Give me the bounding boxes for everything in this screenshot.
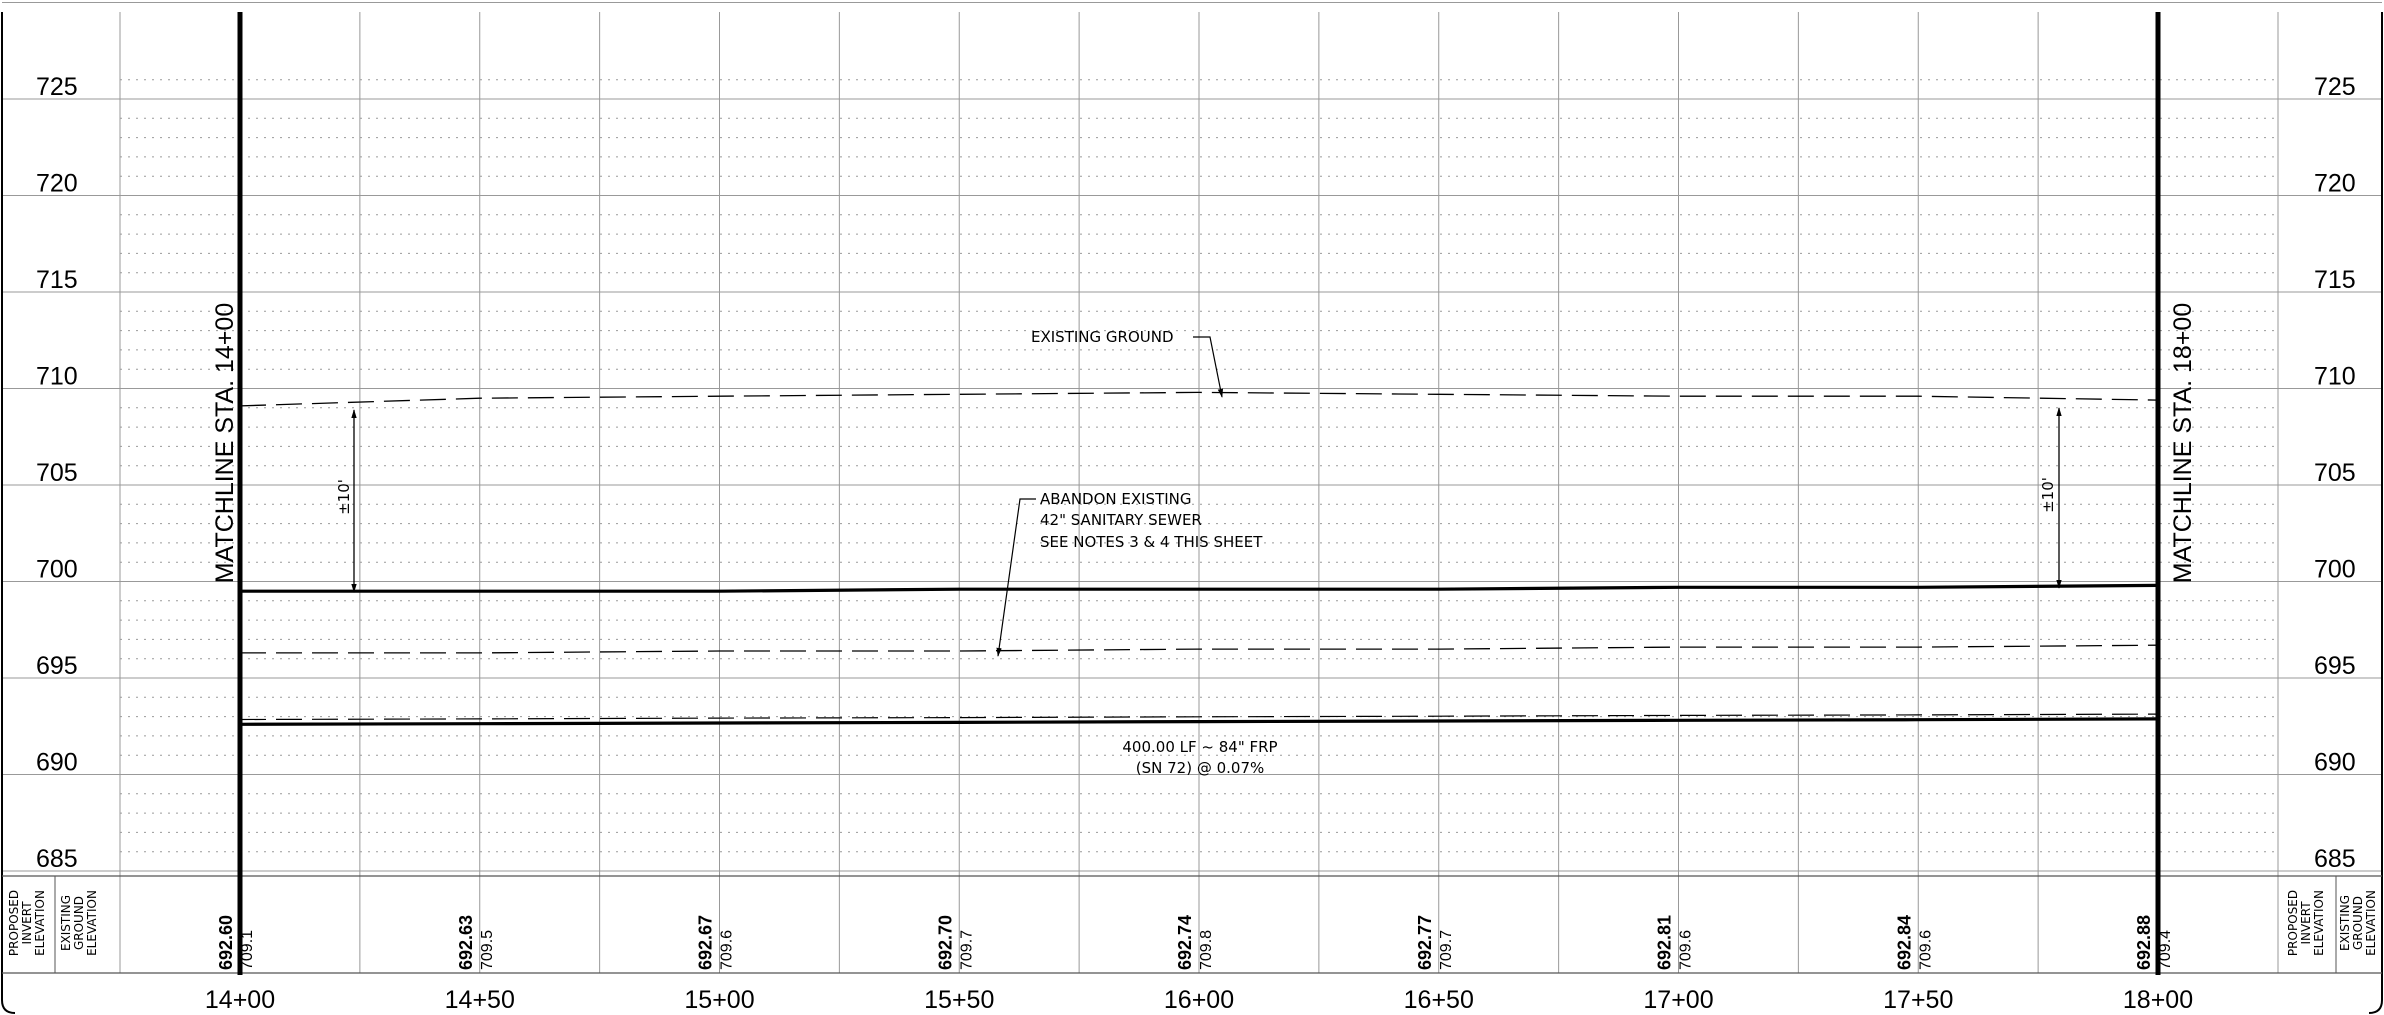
abandon-callout-line-3: SEE NOTES 3 & 4 THIS SHEET	[1040, 533, 1263, 551]
pipe-callout: 400.00 LF ~ 84" FRP (SN 72) @ 0.07%	[1122, 738, 1277, 777]
frame-corner-left	[1, 985, 16, 1014]
proposed-invert-value: 692.67	[696, 915, 716, 970]
station-label: 14+50	[445, 986, 515, 1014]
station-label: 17+50	[1883, 986, 1953, 1014]
proposed-invert-header-line-2: INVERT	[2299, 901, 2313, 945]
table-borders	[1, 12, 2383, 990]
station-label: 15+00	[684, 986, 754, 1014]
elevation-label: 700	[36, 556, 78, 584]
elevation-label: 705	[36, 459, 78, 487]
matchline-left-label: MATCHLINE STA. 14+00	[211, 303, 239, 583]
abandoned-sewer-line	[240, 644, 2159, 654]
proposed-invert-value: 692.63	[456, 915, 476, 970]
elevation-label: 710	[2314, 363, 2356, 391]
proposed-invert-value: 692.84	[1894, 915, 1914, 970]
existing-ground-header-line-2: GROUND	[2351, 896, 2365, 950]
elevation-label: 720	[2314, 170, 2356, 198]
station-label: 16+00	[1164, 986, 1234, 1014]
proposed-invert-line	[239, 717, 2159, 726]
row-headers-left: PROPOSED INVERT ELEVATION EXISTING GROUN…	[7, 890, 99, 956]
cover-dimension-right-label: ±10'	[2039, 477, 2057, 513]
proposed-invert-header-line-1: PROPOSED	[7, 890, 21, 956]
station-grid-lines	[119, 12, 2279, 973]
abandon-callout-line-2: 42" SANITARY SEWER	[1040, 511, 1202, 529]
existing-ground-value: 709.5	[479, 930, 496, 970]
elevation-label: 690	[2314, 749, 2356, 777]
matchline-right: MATCHLINE STA. 18+00	[2155, 12, 2197, 975]
elevation-labels-right: 725 720 715 710 705 700 695 690 685	[2314, 73, 2356, 873]
profile-lines	[239, 391, 2159, 726]
existing-ground-value: 709.1	[239, 930, 256, 970]
station-labels: 14+00 14+50 15+00 15+50 16+00 16+50 17+00 17+50…	[205, 986, 2193, 1014]
existing-ground-header-line-3: ELEVATION	[85, 890, 99, 956]
existing-ground-value: 709.7	[958, 930, 975, 970]
elevation-label: 715	[36, 266, 78, 294]
proposed-invert-value: 692.77	[1415, 915, 1435, 970]
station-label: 17+00	[1643, 986, 1713, 1014]
existing-ground-header-line-2: GROUND	[72, 896, 86, 950]
cover-dimension-left-label: ±10'	[335, 479, 353, 515]
row-headers-right: PROPOSED INVERT ELEVATION EXISTING GROUN…	[2286, 890, 2378, 956]
frame-corner-right	[2368, 985, 2383, 1014]
elevation-table-values: 692.60 709.1 692.63 709.5 692.67 709.6 692.70 7…	[216, 915, 2174, 970]
pipe-callout-line-2: (SN 72) @ 0.07%	[1136, 759, 1265, 777]
proposed-crown-line	[240, 583, 2159, 593]
proposed-pipe-inner-line	[239, 713, 2159, 721]
existing-ground-callout: EXISTING GROUND	[1031, 328, 1224, 398]
existing-ground-value: 709.6	[1917, 930, 1934, 970]
existing-ground-value: 709.6	[719, 930, 736, 970]
pipe-callout-line-1: 400.00 LF ~ 84" FRP	[1122, 738, 1277, 756]
abandon-callout-line-1: ABANDON EXISTING	[1040, 490, 1192, 508]
proposed-invert-value: 692.81	[1655, 915, 1675, 970]
elevation-label: 690	[36, 749, 78, 777]
elevation-label: 700	[2314, 556, 2356, 584]
station-label: 14+00	[205, 986, 275, 1014]
station-label: 18+00	[2123, 986, 2193, 1014]
proposed-invert-value: 692.88	[2134, 915, 2154, 970]
proposed-invert-header-line-1: PROPOSED	[2286, 890, 2300, 956]
elevation-label: 705	[2314, 459, 2356, 487]
elevation-label: 695	[2314, 652, 2356, 680]
abandon-sewer-callout: ABANDON EXISTING 42" SANITARY SEWER SEE …	[996, 490, 1263, 657]
cover-dimension-left: ±10'	[335, 409, 357, 593]
existing-ground-header-line-1: EXISTING	[2338, 895, 2352, 951]
existing-ground-value: 709.8	[1198, 930, 1215, 970]
proposed-invert-header-line-3: ELEVATION	[2312, 890, 2326, 956]
major-grid-lines	[2, 2, 2382, 872]
station-label: 15+50	[924, 986, 994, 1014]
proposed-invert-value: 692.60	[216, 915, 236, 970]
matchline-left: MATCHLINE STA. 14+00	[211, 12, 243, 975]
elevation-label: 725	[2314, 73, 2356, 101]
abandon-leader	[996, 498, 1036, 657]
elevation-label: 715	[2314, 266, 2356, 294]
existing-ground-value: 709.6	[1678, 930, 1695, 970]
station-label: 16+50	[1404, 986, 1474, 1014]
matchline-right-label: MATCHLINE STA. 18+00	[2169, 303, 2197, 583]
existing-ground-value: 709.4	[2157, 930, 2174, 970]
elevation-labels-left: 725 720 715 710 705 700 695 690 685	[36, 73, 78, 873]
elevation-label: 725	[36, 73, 78, 101]
proposed-invert-header-line-3: ELEVATION	[33, 890, 47, 956]
proposed-invert-value: 692.70	[935, 915, 955, 970]
elevation-label: 710	[36, 363, 78, 391]
proposed-invert-header-line-2: INVERT	[20, 901, 34, 945]
existing-ground-leader	[1193, 336, 1224, 398]
elevation-label: 720	[36, 170, 78, 198]
existing-ground-header-line-1: EXISTING	[59, 895, 73, 951]
elevation-label: 695	[36, 652, 78, 680]
existing-ground-callout-label: EXISTING GROUND	[1031, 328, 1174, 346]
existing-ground-header-line-3: ELEVATION	[2364, 890, 2378, 956]
cover-dimension-right: ±10'	[2039, 407, 2062, 589]
proposed-invert-value: 692.74	[1175, 915, 1195, 970]
elevation-label: 685	[36, 845, 78, 873]
elevation-label: 685	[2314, 845, 2356, 873]
existing-ground-line	[239, 391, 2159, 407]
frame-corners	[1, 985, 2383, 1014]
existing-ground-value: 709.7	[1438, 930, 1455, 970]
